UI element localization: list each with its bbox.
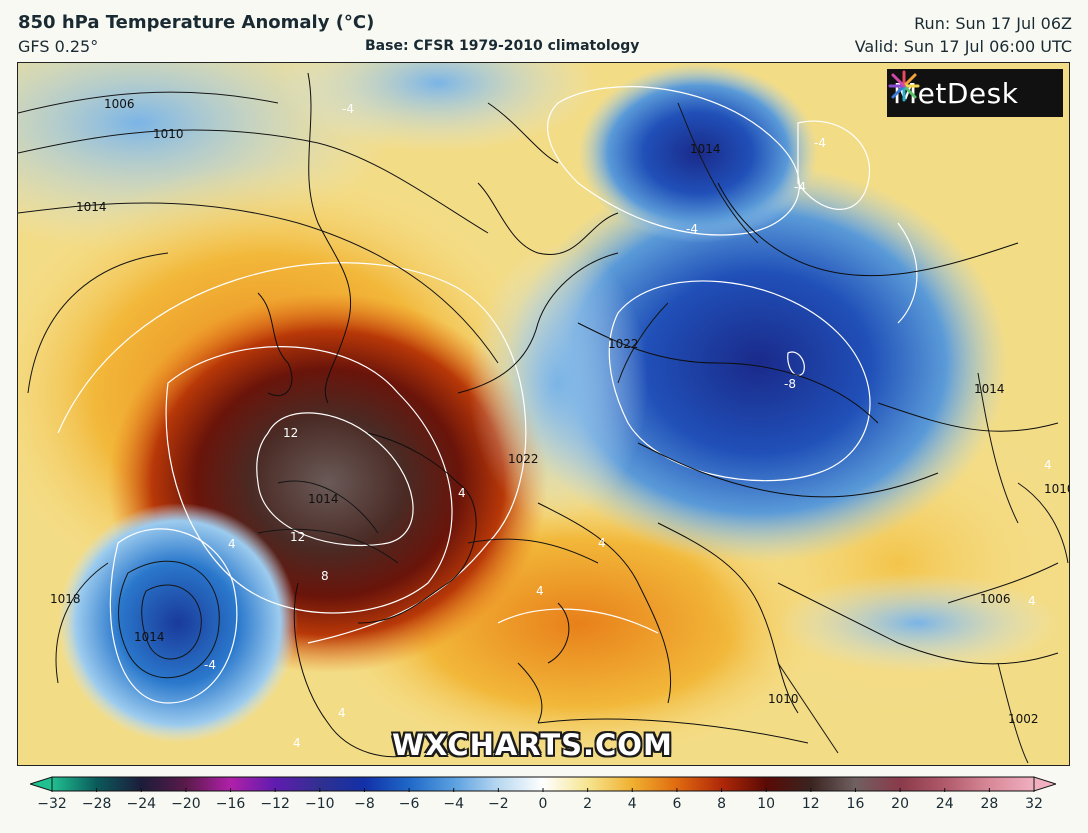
anomaly-label: 4 (458, 486, 466, 500)
map-canvas: 1006 1010 1014 1014 1014 1018 1014 1022 … (18, 63, 1070, 765)
anomaly-label: 12 (290, 530, 305, 544)
colorbar-tick-label: −28 (81, 796, 112, 812)
central-cool (468, 243, 648, 523)
anomaly-label: 4 (598, 536, 606, 550)
colorbar-tick-label: 12 (801, 796, 820, 812)
anomaly-label: 4 (536, 584, 544, 598)
colorbar-min-arrow (30, 776, 53, 792)
colorbar-tick-label: 6 (672, 796, 682, 812)
anomaly-label: 8 (321, 569, 329, 583)
isobar-label: 1014 (690, 142, 721, 156)
colorbar-tick-label: −4 (443, 796, 465, 812)
watermark: WXCHARTS.COM (392, 728, 673, 762)
anomaly-label: 12 (283, 426, 298, 440)
colorbar-tick-label: 16 (846, 796, 865, 812)
anomaly-labels: 12 12 8 4 4 4 4 4 4 -4 -4 -4 -4 -8 -4 4 … (204, 102, 1052, 750)
anomaly-label: -4 (686, 222, 698, 236)
colorbar-tick-label: −6 (398, 796, 420, 812)
colorbar-tick-label: 2 (583, 796, 593, 812)
anomaly-contours (57, 86, 918, 704)
isobar-label: 1022 (508, 452, 539, 466)
colorbar-tick-label: −10 (305, 796, 335, 812)
colorbar-tick-label: 8 (717, 796, 726, 812)
coastlines (257, 72, 1059, 758)
colorbar-tick-label: −8 (354, 796, 375, 812)
colorbar-tick-label: 28 (980, 796, 999, 812)
anomaly-label: -4 (204, 658, 216, 672)
anomaly-map: 1006 1010 1014 1014 1014 1018 1014 1022 … (17, 62, 1070, 766)
model-name: GFS 0.25° (18, 37, 99, 56)
anomaly-label: -4 (342, 102, 354, 116)
colorbar-labels: −32 −28 −24 −20 −16 −12 −10 −8 −6 −4 −2 0 2 4 6 8 10 12 16… (30, 796, 1056, 816)
isobar-label: 1010 (768, 692, 799, 706)
isobar-label: 1014 (76, 200, 107, 214)
isobar-label: 1014 (134, 630, 165, 644)
anomaly-label: 4 (293, 736, 301, 750)
colorbar-tick-label: 32 (1025, 796, 1043, 812)
isobar-label: 1018 (50, 592, 81, 606)
isobar-label: 1014 (974, 382, 1005, 396)
isobar-label: 1010 (153, 127, 184, 141)
colorbar-tick-label: −32 (37, 796, 67, 812)
colorbar-tick-label: −20 (171, 796, 201, 812)
isobar-label: 1002 (1008, 712, 1039, 726)
colorbar-max-arrow (1033, 776, 1056, 792)
anomaly-label: 4 (228, 537, 236, 551)
scandinavia-cold (578, 63, 818, 243)
metdesk-logo: MetDesk (887, 69, 1063, 117)
colorbar-tick-label: −12 (260, 796, 290, 812)
isobar-label: 1006 (980, 592, 1011, 606)
isobar-label: 1022 (608, 337, 639, 351)
chart-title: 850 hPa Temperature Anomaly (°C) (18, 12, 375, 33)
isobar-labels: 1006 1010 1014 1014 1014 1018 1014 1022 … (50, 97, 1070, 726)
colorbar-tick-label: −2 (488, 796, 509, 812)
anomaly-label: 4 (1028, 594, 1036, 608)
anomaly-label: 4 (338, 706, 346, 720)
isobar-label: 1010 (1044, 482, 1070, 496)
colorbar-tick-label: 4 (627, 796, 637, 812)
colorbar-tick-label: 24 (935, 796, 954, 812)
climatology-base: Base: CFSR 1979-2010 climatology (365, 38, 640, 54)
turkey-cool (778, 573, 1058, 673)
logo-text: MetDesk (893, 76, 1019, 110)
east-cold-pool (508, 163, 1008, 563)
atlantic-cold-low (58, 503, 298, 743)
n-cool-region (278, 63, 598, 153)
colorbar-tick-label: 20 (891, 796, 909, 812)
run-time: Run: Sun 17 Jul 06Z (914, 14, 1072, 33)
valid-time: Valid: Sun 17 Jul 06:00 UTC (854, 37, 1072, 56)
colorbar-tick-label: 0 (538, 796, 548, 812)
anomaly-label: -8 (784, 377, 796, 391)
anomaly-label: -4 (814, 136, 826, 150)
isobar-label: 1014 (308, 492, 339, 506)
isobars (18, 91, 1069, 764)
starburst-logo-icon (888, 70, 920, 102)
isobar-label: 1006 (104, 97, 135, 111)
anomaly-label: -4 (794, 180, 806, 194)
colorbar (30, 776, 1056, 792)
colorbar-tick-label: −16 (215, 796, 246, 812)
anomaly-label: 4 (1044, 458, 1052, 472)
colorbar-tick-label: −24 (126, 796, 157, 812)
colorbar-tick-label: 10 (757, 796, 776, 812)
